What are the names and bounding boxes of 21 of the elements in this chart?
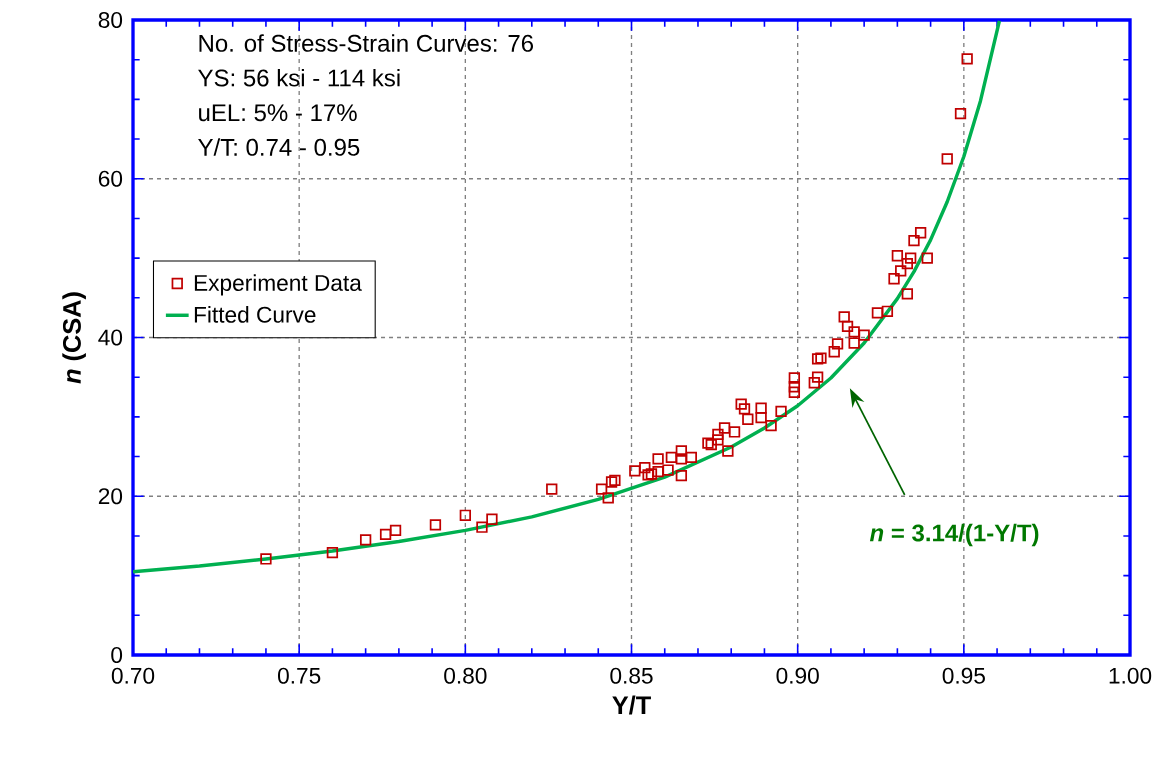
y-axis-title: n (CSA) xyxy=(62,292,86,384)
annotation: No. of Stress-Strain Curves: 76 xyxy=(199,34,534,52)
legend-label: Experiment Data xyxy=(194,274,362,296)
x-tick-label: 1.00 xyxy=(1109,667,1152,684)
annotation: uEL: 5% - 17% xyxy=(199,104,357,122)
x-tick-label: 0.95 xyxy=(942,667,985,684)
x-tick-label: 0.70 xyxy=(111,667,155,684)
x-tick-label: 0.80 xyxy=(444,667,487,684)
y-tick-label: 60 xyxy=(98,170,123,187)
x-axis-title: Y/T xyxy=(612,695,651,715)
y-tick-label: 20 xyxy=(98,488,123,505)
y-tick-label: 0 xyxy=(111,646,123,664)
legend-label: Fitted Curve xyxy=(194,306,316,323)
annotation: YS: 56 ksi - 114 ksi xyxy=(198,68,400,87)
x-tick-label: 0.75 xyxy=(277,667,321,684)
annotation: n = 3.14/(1-Y/T) xyxy=(869,523,1039,547)
x-tick-label: 0.90 xyxy=(776,667,819,684)
y-tick-label: 40 xyxy=(98,329,123,346)
y-tick-label: 80 xyxy=(98,11,123,29)
x-tick-label: 0.85 xyxy=(610,667,653,684)
annotation: Y/T: 0.74 - 0.95 xyxy=(198,138,360,156)
